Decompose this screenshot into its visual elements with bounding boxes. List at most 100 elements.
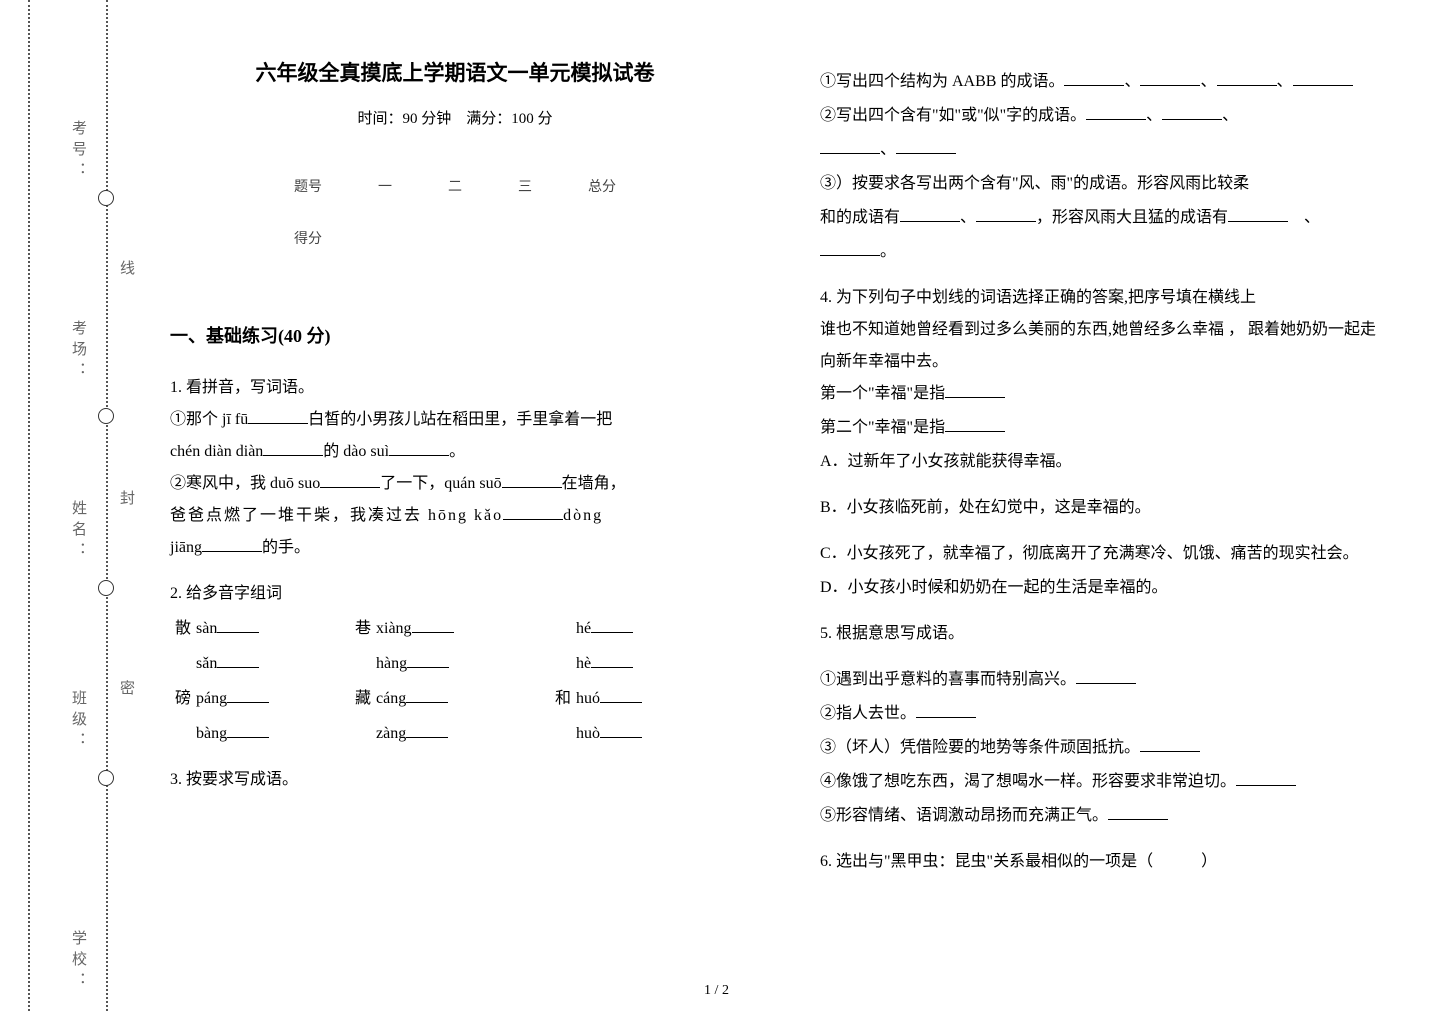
- score-table: 题号 一 二 三 总分 得分: [266, 162, 644, 266]
- exam-title: 六年级全真摸底上学期语文一单元模拟试卷: [170, 52, 740, 94]
- question-5: 5. 根据意思写成语。 ①遇到出乎意料的喜事而特别高兴。 ②指人去世。 ③（坏人…: [820, 618, 1390, 832]
- question-line: 爸爸点燃了一堆干柴，我凑过去 hōng kǎodòng: [170, 500, 740, 532]
- question-body: 谁也不知道她曾经看到过多么美丽的东西,她曾经多么幸福 ， 跟着她奶奶一起走向新年…: [820, 314, 1390, 378]
- fill-blank: [1108, 801, 1168, 820]
- question-3-body: ①写出四个结构为 AABB 的成语。、、、 ②写出四个含有"如"或"似"字的成语…: [820, 66, 1390, 268]
- fill-blank: [227, 684, 269, 703]
- choice-b: B．小女孩临死前，处在幻觉中，这是幸福的。: [820, 492, 1390, 524]
- question-line: ②指人去世。: [820, 698, 1390, 730]
- choice-a: A．过新年了小女孩就能获得幸福。: [820, 446, 1390, 478]
- fill-blank: [407, 649, 449, 668]
- question-line: ①遇到出乎意料的喜事而特别高兴。: [820, 664, 1390, 696]
- question-1: 1. 看拼音，写词语。 ①那个 jī fū白皙的小男孩儿站在稻田里，手里拿着一把…: [170, 372, 740, 564]
- question-6: 6. 选出与"黑甲虫：昆虫"关系最相似的一项是（ ）: [820, 846, 1390, 878]
- fill-blank: [263, 437, 323, 456]
- question-4: 4. 为下列句子中划线的词语选择正确的答案,把序号填在横线上 谁也不知道她曾经看…: [820, 282, 1390, 604]
- fill-blank: [900, 203, 960, 222]
- fill-blank: [820, 135, 880, 154]
- question-line: jiāng的手。: [170, 532, 740, 564]
- fill-blank: [503, 501, 563, 520]
- fill-blank: [600, 719, 642, 738]
- choice-list: 第二个"幸福"是指 A．过新年了小女孩就能获得幸福。 B．小女孩临死前，处在幻觉…: [820, 412, 1390, 604]
- column-gap: [760, 52, 800, 962]
- score-label: 得分: [266, 214, 350, 266]
- binding-circle: [98, 580, 114, 596]
- fill-blank: [227, 719, 269, 738]
- question-line: ①那个 jī fū白皙的小男孩儿站在稻田里，手里拿着一把: [170, 404, 740, 436]
- question-stem: 4. 为下列句子中划线的词语选择正确的答案,把序号填在横线上: [820, 282, 1390, 314]
- fill-blank: [412, 614, 454, 633]
- fill-blank: [1140, 733, 1200, 752]
- fill-blank: [217, 649, 259, 668]
- fill-blank: [248, 405, 308, 424]
- fill-blank: [406, 684, 448, 703]
- fill-blank: [976, 203, 1036, 222]
- exam-subtitle: 时间：90 分钟 满分：100 分: [170, 104, 740, 134]
- fill-blank: [945, 413, 1005, 432]
- fill-blank: [406, 719, 448, 738]
- table-row: 得分: [266, 214, 644, 266]
- score-header: 二: [420, 162, 490, 214]
- polyphone-row: 散sàn 巷xiàng hé: [170, 613, 740, 645]
- seal-label: 线: [116, 260, 137, 281]
- question-line: 第一个"幸福"是指: [820, 378, 1390, 410]
- seal-label: 密: [116, 680, 137, 701]
- fill-blank: [1064, 67, 1124, 86]
- fill-blank: [1236, 767, 1296, 786]
- score-header: 一: [350, 162, 420, 214]
- binding-circle: [98, 190, 114, 206]
- outer-dotted-line: [28, 0, 30, 1011]
- fill-blank: [591, 614, 633, 633]
- binding-circle: [98, 770, 114, 786]
- field-name: 姓名：: [68, 500, 89, 563]
- fill-blank: [202, 533, 262, 552]
- question-line: 。: [820, 236, 1390, 268]
- binding-margin: 考号： 考场： 姓名： 班级： 学校： 线 封 密: [18, 0, 128, 1011]
- polyphone-row: bàng zàng huò: [170, 718, 740, 750]
- fill-blank: [217, 614, 259, 633]
- choice-c: C．小女孩死了，就幸福了，彻底离开了充满寒冷、饥饿、痛苦的现实社会。: [820, 538, 1390, 570]
- fill-blank: [896, 135, 956, 154]
- question-stem: 3. 按要求写成语。: [170, 764, 740, 796]
- fill-blank: [820, 237, 880, 256]
- fill-blank: [1086, 101, 1146, 120]
- question-3-stem: 3. 按要求写成语。: [170, 764, 740, 796]
- fill-blank: [320, 469, 380, 488]
- question-line: ④像饿了想吃东西，渴了想喝水一样。形容要求非常迫切。: [820, 766, 1390, 798]
- right-column: ①写出四个结构为 AABB 的成语。、、、 ②写出四个含有"如"或"似"字的成语…: [800, 52, 1410, 962]
- field-exam-number: 考号：: [68, 120, 89, 183]
- fill-blank: [1140, 67, 1200, 86]
- fill-blank: [916, 699, 976, 718]
- fill-blank: [1217, 67, 1277, 86]
- question-stem: 6. 选出与"黑甲虫：昆虫"关系最相似的一项是（ ）: [820, 846, 1390, 878]
- fill-blank: [502, 469, 562, 488]
- question-stem: 1. 看拼音，写词语。: [170, 372, 740, 404]
- fill-blank: [600, 684, 642, 703]
- inner-dotted-line: [106, 0, 108, 1011]
- section-heading: 一、基础练习(40 分): [170, 318, 740, 354]
- question-line: ③（坏人）凭借险要的地势等条件顽固抵抗。: [820, 732, 1390, 764]
- field-exam-room: 考场：: [68, 320, 89, 383]
- table-row: 题号 一 二 三 总分: [266, 162, 644, 214]
- page-number: 1 / 2: [704, 983, 729, 999]
- question-stem: 2. 给多音字组词: [170, 578, 740, 610]
- score-header: 题号: [266, 162, 350, 214]
- question-line: ①写出四个结构为 AABB 的成语。、、、: [820, 66, 1390, 98]
- fill-blank: [389, 437, 449, 456]
- question-line: ⑤形容情绪、语调激动昂扬而充满正气。: [820, 800, 1390, 832]
- page-content: 六年级全真摸底上学期语文一单元模拟试卷 时间：90 分钟 满分：100 分 题号…: [150, 52, 1410, 962]
- question-line: ②寒风中，我 duō suo了一下，quán suō在墙角，: [170, 468, 740, 500]
- fill-blank: [945, 379, 1005, 398]
- question-line: 和的成语有、，形容风雨大且猛的成语有 、: [820, 202, 1390, 234]
- question-stem: 5. 根据意思写成语。: [820, 618, 1390, 650]
- seal-label: 封: [116, 490, 137, 511]
- choice-d: D．小女孩小时候和奶奶在一起的生活是幸福的。: [820, 572, 1390, 604]
- question-line: ③）按要求各写出两个含有"风、雨"的成语。形容风雨比较柔: [820, 168, 1390, 200]
- score-header: 总分: [560, 162, 644, 214]
- question-line: 第二个"幸福"是指: [820, 412, 1390, 444]
- fill-blank: [1228, 203, 1288, 222]
- question-2: 2. 给多音字组词 散sàn 巷xiàng hé sǎn hàng hè 磅pá…: [170, 578, 740, 750]
- question-line: 、: [820, 134, 1390, 166]
- fill-blank: [1293, 67, 1353, 86]
- field-class: 班级：: [68, 690, 89, 753]
